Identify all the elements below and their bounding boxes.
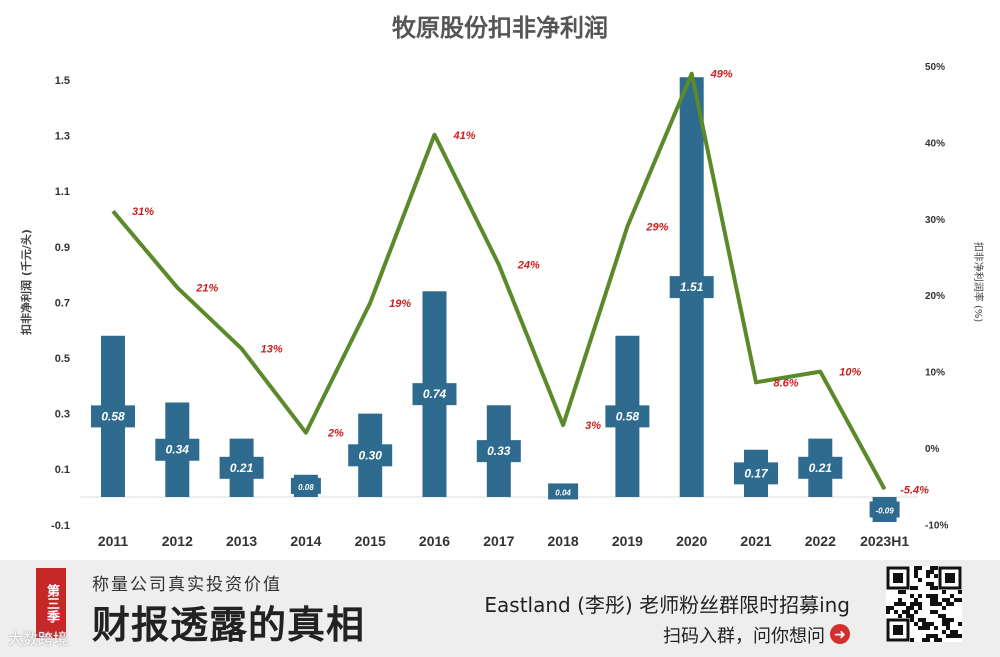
arrow-right-icon[interactable]: ➜: [830, 624, 850, 644]
bar-value-label: 0.21: [230, 461, 254, 475]
bar-label-box: [412, 383, 457, 406]
line-value-label: 31%: [132, 206, 154, 218]
y2-tick-label: -10%: [925, 520, 948, 531]
y-tick-label: 0.1: [55, 464, 70, 476]
bar-label-box: [91, 405, 135, 428]
x-tick-label: 2014: [290, 533, 321, 549]
y2-axis-ticks: -10% 0% 10% 20% 30% 40% 50%: [925, 62, 948, 531]
line-value-label: 21%: [195, 283, 218, 295]
y2-tick-label: 20%: [925, 291, 945, 302]
y2-tick-label: 50%: [925, 62, 945, 73]
bar-label-box: [548, 483, 579, 500]
x-tick-label: 2019: [612, 533, 643, 549]
x-tick-label: 2021: [740, 533, 771, 549]
x-tick-label: 2016: [419, 533, 450, 549]
recruit-text: Eastland (李彤) 老师粉丝群限时招募ing: [484, 593, 850, 617]
bar-value-label: 0.21: [809, 461, 833, 475]
watermark-text: 大数跨境: [8, 630, 69, 648]
y-tick-label: 0.9: [55, 242, 70, 254]
bar-value-label: 0.58: [101, 409, 125, 423]
bar-value-label: 0.34: [166, 443, 190, 457]
line-value-label: 24%: [517, 260, 540, 272]
y2-tick-label: 10%: [925, 368, 945, 379]
y-tick-label: -0.1: [51, 520, 70, 532]
bar-label-box: [219, 456, 264, 479]
x-tick-label: 2013: [226, 533, 257, 549]
bar-label-box: [605, 405, 650, 428]
y-axis-label: 扣非净利润 (千元/头): [19, 229, 33, 335]
x-tick-label: 2015: [355, 533, 386, 549]
x-tick-label: 2023H1: [860, 533, 909, 549]
bar-label-box: [734, 462, 778, 485]
y-tick-label: 0.3: [55, 409, 70, 421]
y-tick-label: 1.3: [55, 131, 70, 143]
y2-tick-label: 40%: [925, 138, 945, 149]
bar-value-label: 0.08: [298, 483, 314, 492]
line-value-label: 49%: [710, 69, 733, 81]
bar-value-label: 0.30: [359, 448, 383, 462]
x-axis-ticks: 2011 2012 2013 2014 2015 2016 2017 2018 2019 2020…: [98, 533, 910, 549]
y-tick-label: 0.7: [55, 297, 70, 309]
y-tick-label: 0.5: [55, 353, 70, 365]
bar-labels: 0.58 0.34 0.21 0.08 0.30 0.74 0.33 0.04 0.58 1.51…: [91, 276, 900, 518]
bar-label-box: [669, 276, 714, 299]
banner-subtitle: 称量公司真实投资价值: [92, 575, 282, 595]
bar-value-label: 0.04: [555, 488, 571, 497]
bar-label-box: [348, 444, 393, 467]
bar-label-box: [155, 438, 200, 461]
qr-code-icon[interactable]: [886, 566, 962, 642]
bar-value-label: 0.58: [616, 409, 640, 423]
y-axis-ticks: -0.1 0.1 0.3 0.5 0.7 0.9 1.1 1.3 1.5: [51, 75, 70, 532]
x-tick-label: 2018: [548, 533, 579, 549]
bar-label-box: [290, 477, 321, 494]
bar-value-label: 0.74: [423, 387, 447, 401]
bar-value-label: 0.33: [487, 444, 511, 458]
banner-headline: 财报透露的真相: [92, 602, 366, 647]
line-value-label: 19%: [389, 298, 411, 310]
x-tick-label: 2017: [483, 533, 514, 549]
line-value-label: 10%: [839, 367, 861, 379]
x-tick-label: 2020: [676, 533, 707, 549]
y-tick-label: 1.1: [55, 186, 70, 198]
line-value-label: -5.4%: [900, 484, 929, 496]
bar-label-box: [476, 440, 521, 463]
chart: 牧原股份扣非净利润 扣非净利润 (千元/头) 扣非净利润率 (%) -0.1 0.…: [19, 14, 985, 549]
margin-line: [111, 71, 887, 491]
y2-axis-label: 扣非净利润率 (%): [972, 242, 985, 323]
y2-tick-label: 30%: [925, 215, 945, 226]
season-badge: 第三季: [36, 568, 66, 638]
chart-title: 牧原股份扣非净利润: [392, 14, 608, 42]
line-value-label: 29%: [645, 221, 668, 233]
x-tick-label: 2011: [98, 533, 129, 549]
line-value-label: 8.6%: [773, 377, 798, 389]
line-value-label: 3%: [585, 420, 601, 432]
bar-value-label: -0.09: [875, 507, 894, 516]
x-tick-label: 2012: [162, 533, 193, 549]
line-value-label: 13%: [261, 344, 283, 356]
bar-value-label: 1.51: [680, 280, 704, 294]
y-tick-label: 1.5: [55, 75, 70, 87]
scan-text: 扫码入群，问你想问: [663, 626, 825, 647]
x-tick-label: 2022: [805, 533, 836, 549]
line-value-label: 41%: [452, 130, 475, 142]
line-labels: 31% 21% 13% 2% 19% 41% 24% 3% 29% 49% 8.6% 10% -5.4%: [132, 69, 929, 497]
bar-label-box: [869, 501, 900, 518]
bar-value-label: 0.17: [744, 466, 769, 480]
line-value-label: 2%: [327, 428, 344, 440]
y2-tick-label: 0%: [925, 444, 940, 455]
bar-label-box: [798, 456, 843, 479]
